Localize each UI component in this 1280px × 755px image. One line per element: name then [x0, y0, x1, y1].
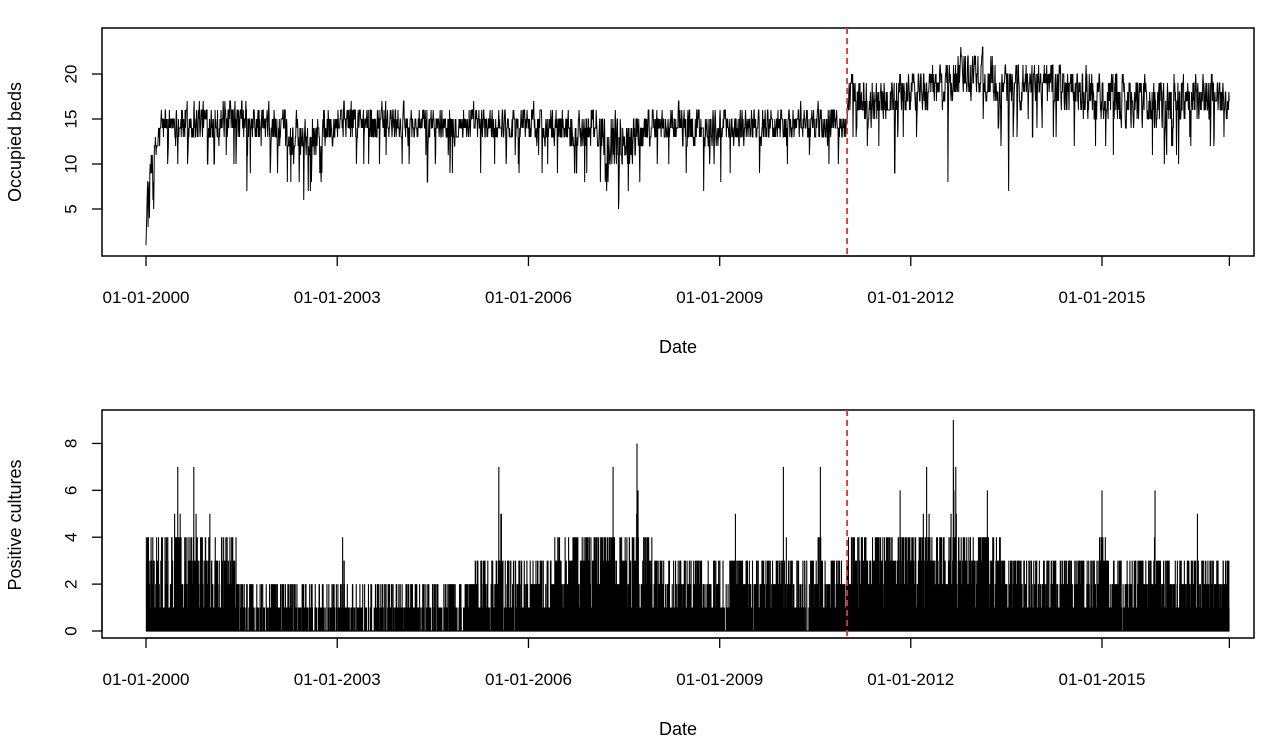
positive-cultures-x-tick-label: 01-01-2000	[103, 670, 190, 689]
occupied-beds-x-tick-label: 01-01-2009	[676, 288, 763, 307]
positive-cultures-y-axis-label: Positive cultures	[5, 459, 25, 590]
occupied-beds-y-axis-label: Occupied beds	[5, 82, 25, 202]
occupied-beds-y-tick-label: 15	[61, 110, 80, 129]
occupied-beds-x-tick-label: 01-01-2012	[867, 288, 954, 307]
occupied-beds-x-axis-label: Date	[659, 337, 697, 357]
positive-cultures-x-axis: 01-01-2000 01-01-2003 01-01-2006 01-01-2009…	[103, 637, 1231, 689]
occupied-beds-x-tick-label: 01-01-2003	[294, 288, 381, 307]
occupied-beds-x-axis: 01-01-2000 01-01-2003 01-01-2006 01-01-2009…	[103, 255, 1231, 307]
positive-cultures-y-tick-label: 6	[61, 486, 80, 495]
occupied-beds-y-tick-label: 5	[61, 204, 80, 213]
occupied-beds-x-tick-label: 01-01-2015	[1059, 288, 1146, 307]
positive-cultures-y-tick-label: 8	[61, 439, 80, 448]
occupied-beds-series	[145, 46, 1230, 246]
occupied-beds-x-tick-label: 01-01-2006	[485, 288, 572, 307]
occupied-beds-y-axis: 5 10 15 20	[61, 65, 103, 214]
positive-cultures-x-tick-label: 01-01-2003	[294, 670, 381, 689]
positive-cultures-x-tick-label: 01-01-2009	[676, 670, 763, 689]
positive-cultures-bars	[145, 420, 1230, 631]
positive-cultures-y-tick-label: 4	[61, 532, 80, 541]
positive-cultures-x-tick-label: 01-01-2015	[1059, 670, 1146, 689]
occupied-beds-line	[145, 46, 1230, 246]
occupied-beds-x-tick-label: 01-01-2000	[103, 288, 190, 307]
positive-cultures-y-axis: 0 2 4 6 8	[61, 439, 103, 636]
positive-cultures-x-axis-label: Date	[659, 719, 697, 739]
positive-cultures-series	[145, 420, 1230, 632]
positive-cultures-x-tick-label: 01-01-2006	[485, 670, 572, 689]
positive-cultures-y-tick-label: 2	[61, 579, 80, 588]
positive-cultures-x-tick-label: 01-01-2012	[867, 670, 954, 689]
occupied-beds-y-tick-label: 20	[61, 65, 80, 84]
positive-cultures-y-tick-label: 0	[61, 626, 80, 635]
occupied-beds-y-tick-label: 10	[61, 155, 80, 174]
occupied-beds-plot-frame	[101, 27, 1255, 257]
